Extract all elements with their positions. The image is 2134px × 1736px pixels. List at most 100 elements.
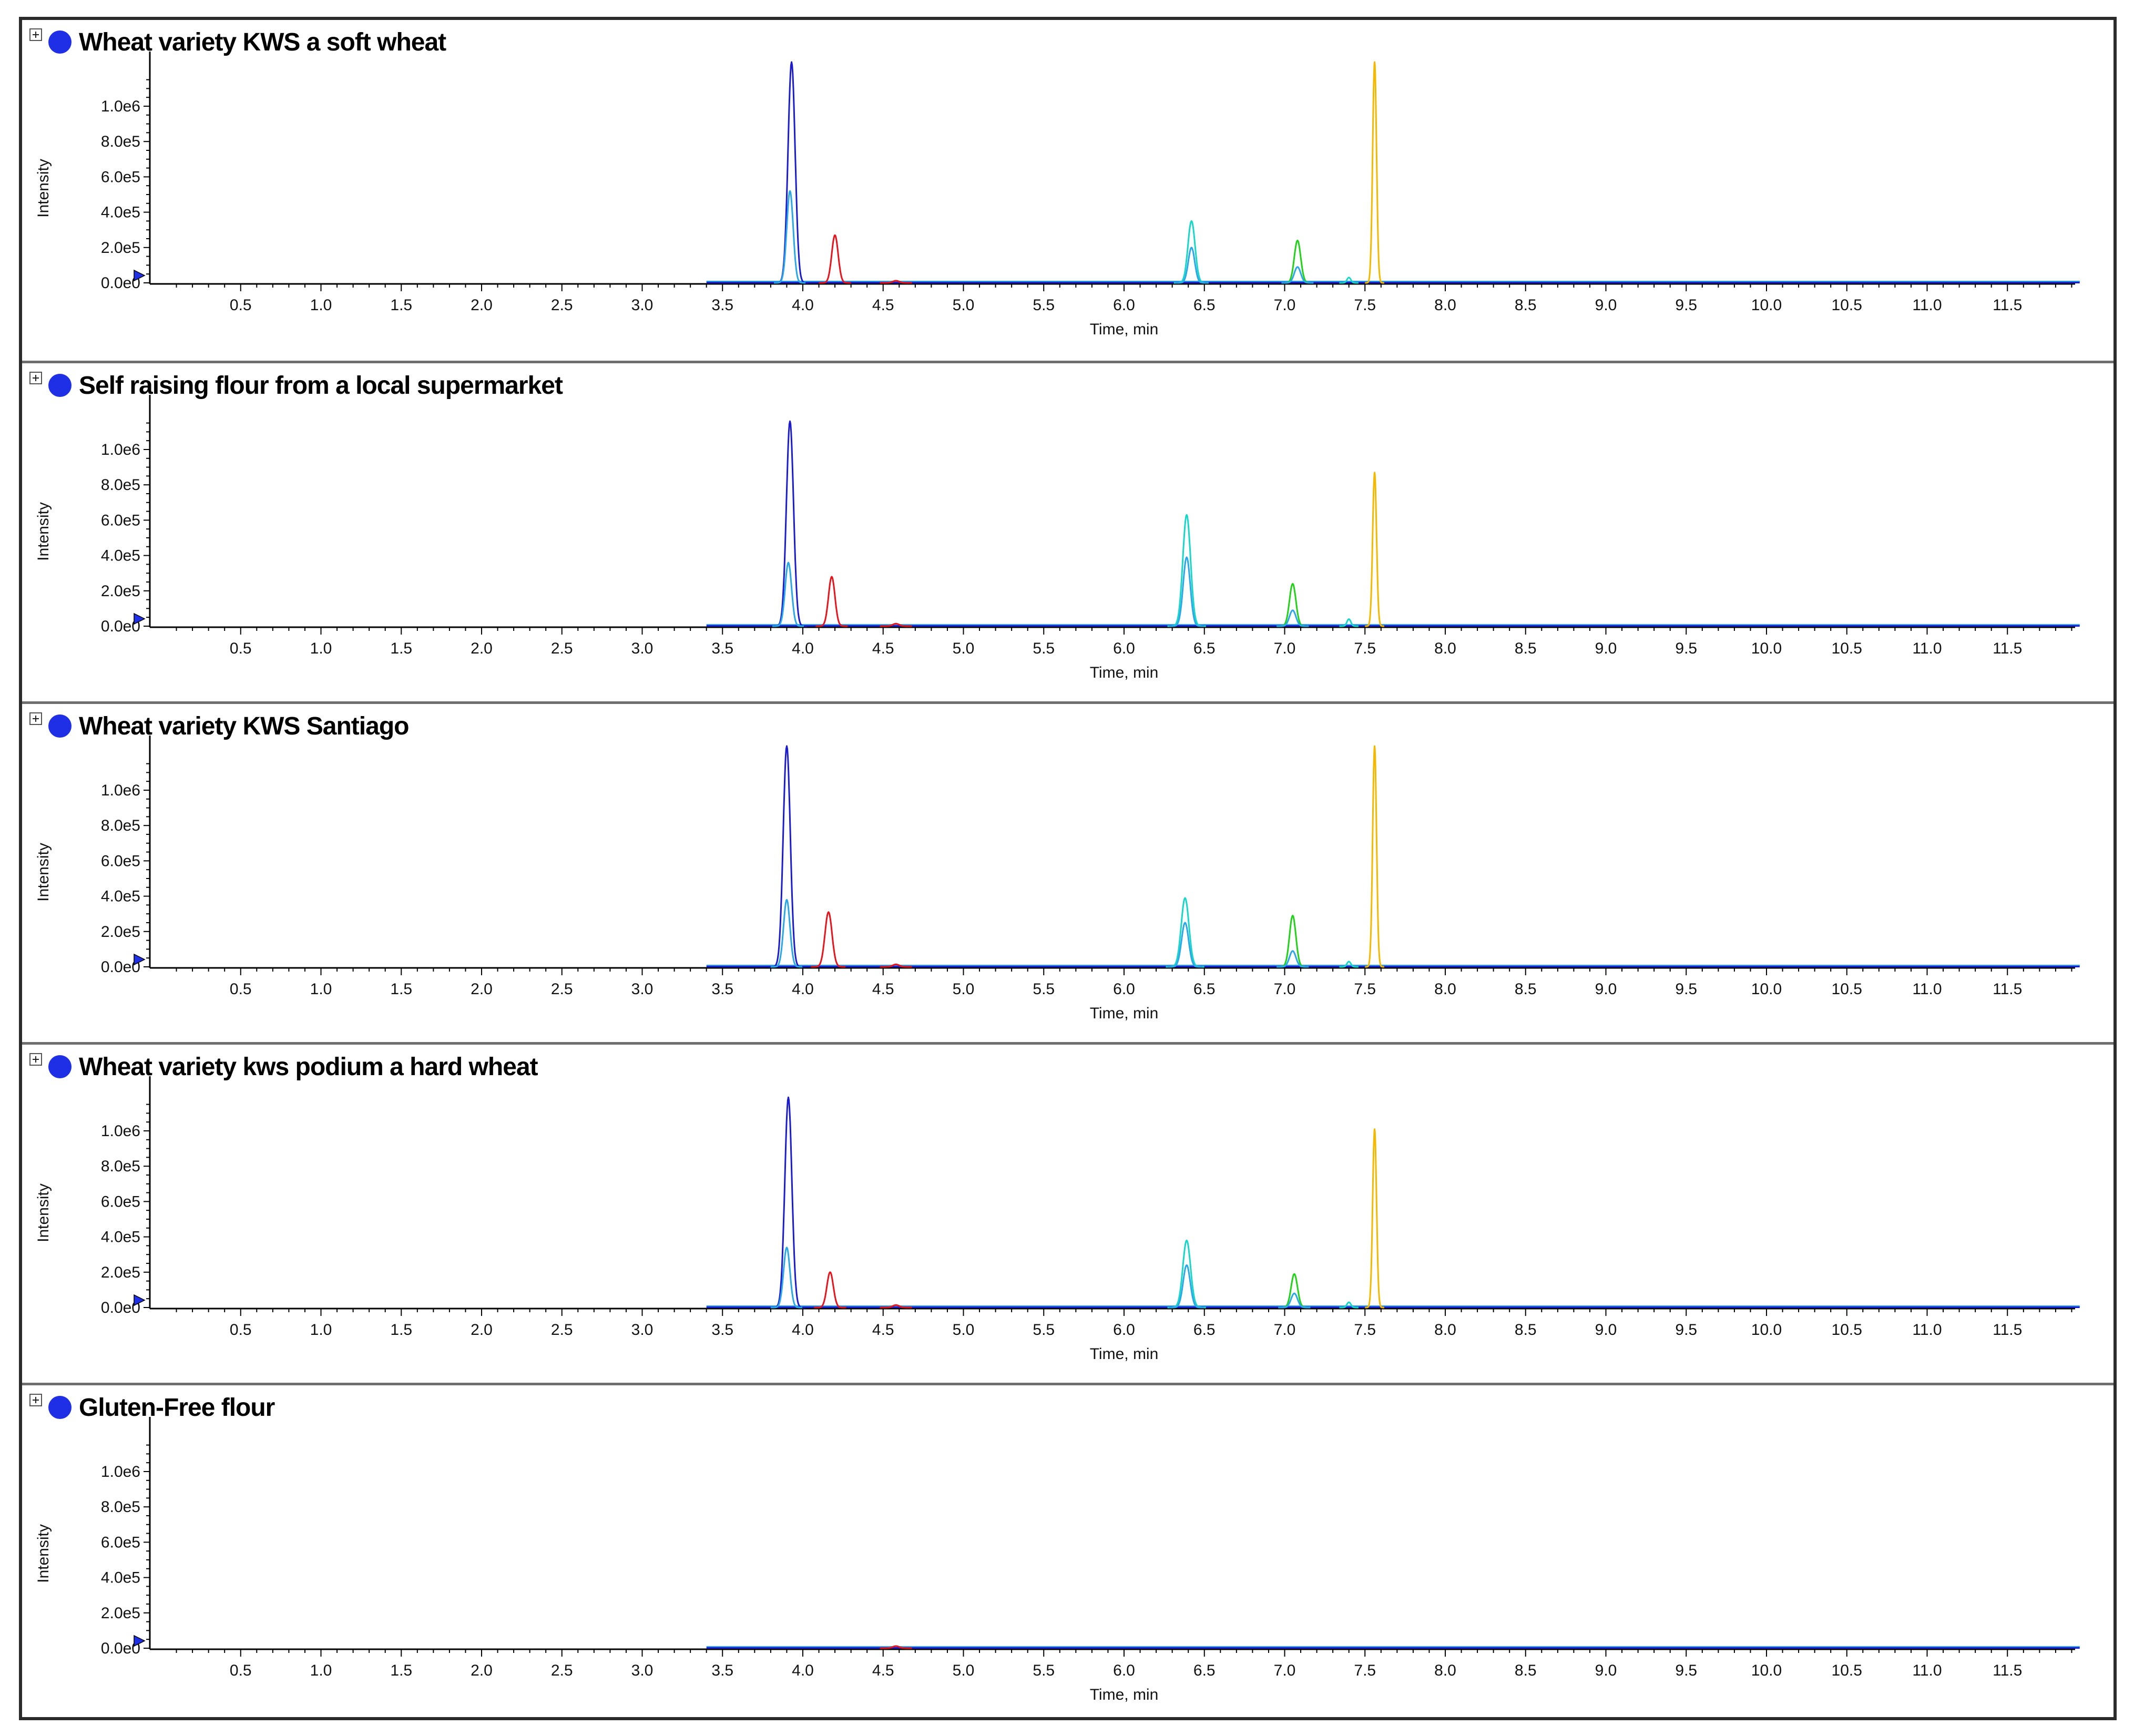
x-tick-label: 8.5 [1515, 640, 1537, 657]
peak-trace [770, 1096, 806, 1309]
x-tick-label: 7.0 [1274, 297, 1296, 314]
baseline-marker-icon [134, 953, 146, 966]
x-tick-label: 7.5 [1354, 981, 1376, 998]
sample-dot-icon [48, 1396, 72, 1419]
x-tick-label: 6.5 [1193, 981, 1216, 998]
peak-trace [1364, 1128, 1385, 1309]
x-tick-label: 9.5 [1675, 297, 1697, 314]
baseline-marker-icon [134, 612, 146, 625]
peak-trace [1167, 514, 1207, 627]
y-axis-title: Intensity [35, 1524, 52, 1583]
panel-title: Wheat variety kws podium a hard wheat [79, 1053, 538, 1081]
x-tick-label: 11.0 [1912, 1321, 1942, 1339]
x-tick-label: 0.5 [230, 981, 252, 998]
x-tick-label: 4.5 [872, 640, 894, 657]
x-tick-label: 11.0 [1912, 981, 1942, 998]
y-tick-label: 6.0e5 [101, 1534, 140, 1551]
peak-trace [880, 622, 913, 627]
x-tick-label: 1.0 [310, 297, 332, 314]
x-tick-label: 5.5 [1033, 1662, 1055, 1679]
x-tick-label: 4.0 [792, 1321, 814, 1339]
y-tick-label: 8.0e5 [101, 476, 140, 494]
sample-dot-icon [48, 30, 72, 54]
x-tick-label: 11.0 [1912, 640, 1942, 657]
x-tick-label: 9.5 [1675, 1662, 1697, 1679]
peak-trace [1175, 247, 1208, 284]
expand-plus-icon[interactable] [29, 1394, 42, 1406]
x-tick-label: 0.5 [230, 1662, 252, 1679]
x-tick-label: 11.5 [1993, 640, 2022, 657]
x-tick-label: 7.0 [1274, 1662, 1296, 1679]
peak-trace [1166, 897, 1204, 968]
x-tick-label: 8.5 [1515, 1321, 1537, 1339]
peak-trace [770, 1247, 803, 1309]
x-tick-label: 8.5 [1515, 297, 1537, 314]
panel-title: Wheat variety KWS a soft wheat [79, 28, 446, 56]
x-tick-label: 5.5 [1033, 297, 1055, 314]
expand-plus-icon[interactable] [29, 372, 42, 384]
x-tick-label: 10.0 [1751, 1662, 1782, 1679]
x-tick-label: 2.0 [471, 1662, 493, 1679]
peak-trace [1167, 922, 1202, 968]
x-tick-label: 8.0 [1434, 1321, 1456, 1339]
peak-trace [1167, 1239, 1207, 1309]
peak-trace [1364, 61, 1385, 284]
y-axis-title: Intensity [35, 502, 52, 561]
y-tick-label: 2.0e5 [101, 583, 140, 600]
x-tick-label: 1.0 [310, 1321, 332, 1339]
chromatogram-plot: 0.0e02.0e54.0e56.0e58.0e51.0e6Intensity0… [35, 1076, 2080, 1363]
x-tick-label: 0.5 [230, 640, 252, 657]
x-tick-label: 6.5 [1193, 297, 1216, 314]
peak-trace [1281, 266, 1314, 284]
x-tick-label: 4.5 [872, 1662, 894, 1679]
x-tick-label: 1.5 [390, 1662, 412, 1679]
x-tick-label: 10.5 [1832, 981, 1862, 998]
x-tick-label: 11.0 [1912, 297, 1942, 314]
x-tick-label: 5.0 [953, 640, 975, 657]
y-tick-label: 8.0e5 [101, 1498, 140, 1516]
expand-plus-icon[interactable] [29, 1053, 42, 1066]
panel-header: Wheat variety KWS a soft wheat [29, 26, 446, 58]
baseline-marker-icon [134, 1635, 146, 1647]
y-tick-label: 1.0e6 [101, 1122, 140, 1140]
expand-plus-icon[interactable] [29, 712, 42, 725]
y-axis-title: Intensity [35, 1183, 52, 1242]
y-tick-label: 6.0e5 [101, 168, 140, 186]
x-tick-label: 4.5 [872, 1321, 894, 1339]
y-tick-label: 4.0e5 [101, 547, 140, 565]
peak-trace [1169, 556, 1204, 627]
x-tick-label: 1.0 [310, 640, 332, 657]
x-tick-label: 2.0 [471, 640, 493, 657]
panel-title: Wheat variety KWS Santiago [79, 712, 409, 740]
x-tick-label: 3.5 [711, 640, 733, 657]
x-tick-label: 4.0 [792, 981, 814, 998]
x-tick-label: 8.5 [1515, 981, 1537, 998]
peak-trace [815, 576, 848, 627]
x-tick-label: 11.5 [1993, 1321, 2022, 1339]
x-axis-title: Time, min [1090, 1345, 1159, 1363]
x-tick-label: 10.0 [1751, 640, 1782, 657]
x-tick-label: 4.5 [872, 981, 894, 998]
x-tick-label: 2.0 [471, 1321, 493, 1339]
x-tick-label: 1.0 [310, 1662, 332, 1679]
chromatogram-plot: 0.0e02.0e54.0e56.0e58.0e51.0e6Intensity0… [35, 395, 2080, 681]
x-tick-label: 10.0 [1751, 1321, 1782, 1339]
expand-plus-icon[interactable] [29, 28, 42, 41]
x-tick-label: 9.5 [1675, 1321, 1697, 1339]
x-tick-label: 5.0 [953, 981, 975, 998]
x-tick-label: 7.5 [1354, 1321, 1376, 1339]
chromatogram-frame: Wheat variety KWS a soft wheat 0.0e0 2.0e… [19, 17, 2117, 1720]
peak-trace [1278, 1273, 1311, 1309]
sample-dot-icon [48, 1055, 72, 1078]
x-tick-label: 8.0 [1434, 640, 1456, 657]
x-axis-title: Time, min [1090, 1005, 1159, 1022]
y-tick-label: 1.0e6 [101, 98, 140, 115]
x-tick-label: 4.0 [792, 297, 814, 314]
peak-trace [1339, 1301, 1359, 1309]
x-tick-label: 3.5 [711, 1321, 733, 1339]
y-tick-label: 6.0e5 [101, 1193, 140, 1210]
x-tick-label: 9.0 [1595, 981, 1617, 998]
x-tick-label: 5.5 [1033, 981, 1055, 998]
peak-trace [772, 420, 808, 627]
x-tick-label: 10.5 [1832, 1321, 1862, 1339]
